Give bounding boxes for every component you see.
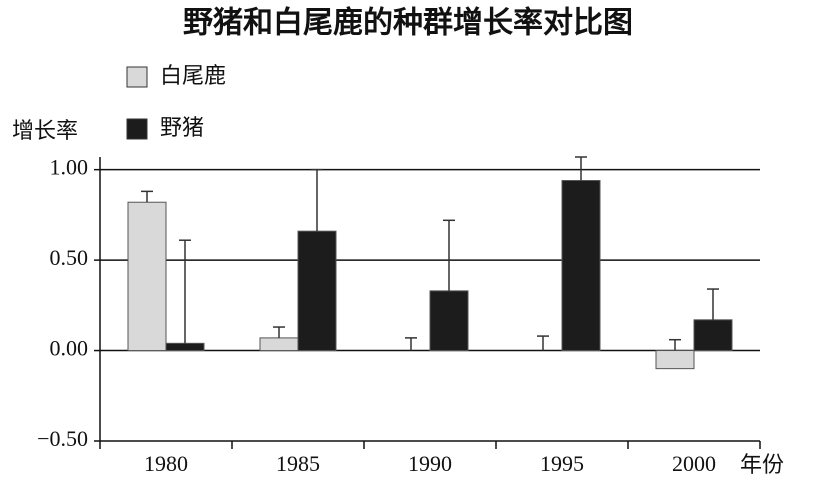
legend-swatch (126, 118, 148, 140)
error-bar (443, 219, 455, 291)
y-tick-label: 0.50 (50, 245, 89, 270)
chart-title: 野猪和白尾鹿的种群增长率对比图 (183, 6, 633, 41)
bar (561, 180, 601, 352)
bar (655, 350, 695, 370)
error-bar (311, 168, 323, 232)
legend-label: 白尾鹿 (160, 64, 226, 89)
legend-swatch (126, 66, 148, 88)
legend-label: 野猪 (160, 116, 204, 141)
x-tick-label: 2000 (672, 451, 716, 476)
bar (693, 319, 733, 352)
y-tick-label: −0.50 (37, 426, 88, 451)
error-bar (707, 288, 719, 320)
bar (259, 337, 299, 352)
bar (127, 201, 167, 352)
error-bar (273, 326, 285, 338)
x-tick-label: 1990 (408, 451, 452, 476)
error-bar (141, 190, 153, 203)
bar (297, 230, 337, 352)
error-bar (179, 239, 191, 344)
y-tick-label: 0.00 (50, 336, 89, 361)
x-tick-label: 1985 (276, 451, 320, 476)
y-axis-label: 增长率 (12, 119, 78, 144)
error-bar (669, 338, 681, 351)
x-axis-label: 年份 (740, 453, 784, 478)
x-tick-label: 1995 (540, 451, 584, 476)
error-bar (575, 156, 587, 181)
y-tick-label: 1.00 (50, 155, 89, 180)
error-bar (537, 335, 549, 351)
x-tick-label: 1980 (144, 451, 188, 476)
bar (429, 290, 469, 352)
bar (165, 342, 205, 352)
error-bar (405, 337, 417, 351)
